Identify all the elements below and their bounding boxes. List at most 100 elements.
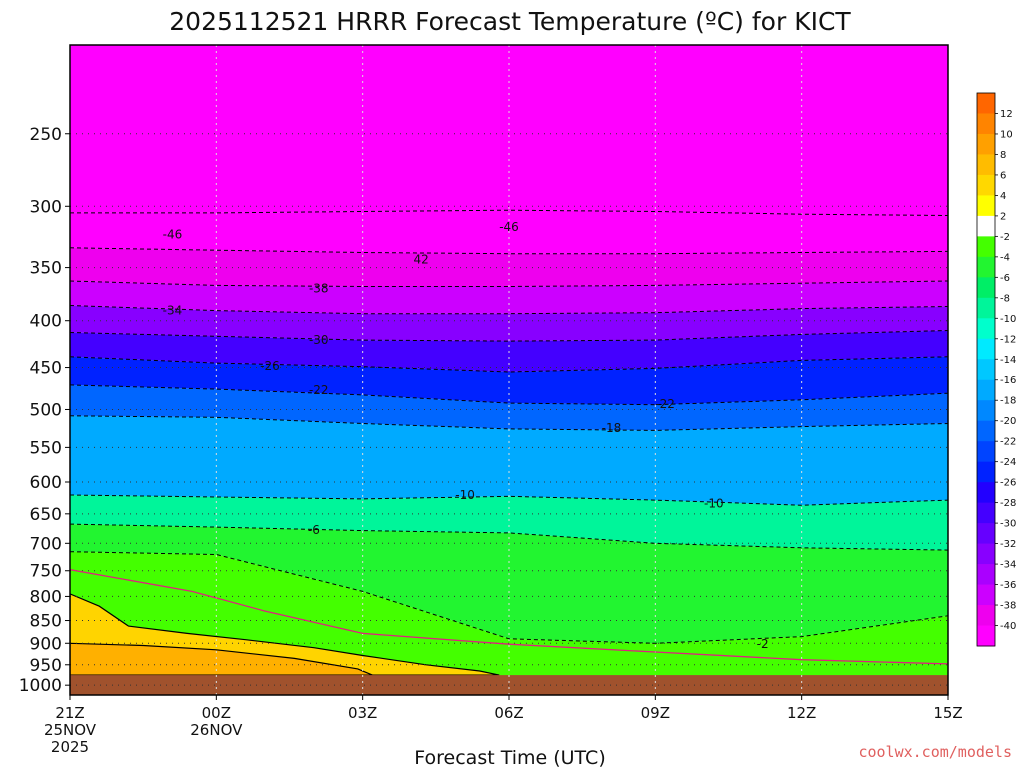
isotherm-line: [70, 209, 948, 216]
x-tick-label: 12Z: [787, 704, 816, 722]
color-scale-label: -38: [1000, 601, 1016, 612]
color-scale-swatch: [977, 441, 995, 463]
color-scale-swatch: [977, 420, 995, 442]
contour-label: -34: [163, 304, 183, 318]
isotherm-line: [70, 415, 948, 431]
color-scale-swatch: [977, 133, 995, 155]
x-tick-label: 03Z: [348, 704, 377, 722]
y-tick-label: 900: [30, 634, 62, 654]
isotherm-line: [70, 494, 948, 506]
y-tick-label: 800: [30, 587, 62, 607]
temperature-band: [70, 384, 948, 431]
y-tick-label: 650: [30, 505, 62, 525]
x-tick-year: 2025: [51, 738, 89, 756]
contour-label: -18: [602, 421, 622, 435]
x-tick-date: 26NOV: [190, 721, 243, 739]
isotherm-line: [70, 330, 948, 342]
y-axis: 2503003504004505005506006507007508008509…: [19, 125, 70, 696]
color-scale-label: 6: [1000, 170, 1006, 181]
contour-label: -2: [757, 637, 769, 651]
x-tick-label: 21Z: [55, 704, 84, 722]
y-tick-label: 550: [30, 438, 62, 458]
temperature-band: [70, 356, 948, 405]
contour-label: -6: [308, 523, 320, 537]
color-scale-swatch: [977, 338, 995, 360]
color-scale-label: -36: [1000, 580, 1016, 591]
contour-label: -46: [163, 227, 183, 241]
contour-label: -26: [260, 359, 280, 373]
color-scale-swatch: [977, 256, 995, 278]
warm-layer: [70, 593, 500, 676]
y-tick-label: 300: [30, 197, 62, 217]
color-scale-label: 2: [1000, 211, 1006, 222]
color-scale-label: -30: [1000, 519, 1016, 530]
chart-title: 2025112521 HRRR Forecast Temperature (ºC…: [169, 7, 851, 36]
isotherm-contours: [70, 209, 948, 665]
y-tick-label: 1000: [19, 676, 62, 696]
color-scale-swatch: [977, 93, 995, 114]
y-tick-label: 600: [30, 473, 62, 493]
y-tick-label: 250: [30, 125, 62, 145]
color-scale-label: 4: [1000, 191, 1006, 202]
x-tick-label: 06Z: [494, 704, 523, 722]
credit-link[interactable]: coolwx.com/models: [858, 743, 1012, 761]
color-scale-label: -24: [1000, 457, 1016, 468]
contour-label: 42: [414, 253, 429, 267]
color-scale-swatch: [977, 400, 995, 422]
isotherm-line: [70, 305, 948, 315]
y-tick-label: 850: [30, 612, 62, 632]
color-scale-swatch: [977, 605, 995, 627]
color-scale-swatch: [977, 113, 995, 135]
contour-labels: -46 -46 42 -38 -34 -30 -26 -22 -22 -18 -10 -10 -6 -2: [163, 220, 769, 651]
color-scale-label: -10: [1000, 314, 1016, 325]
color-scale-frame: [976, 92, 996, 647]
color-scale-label: -18: [1000, 396, 1016, 407]
color-scale-label: -6: [1000, 273, 1010, 284]
color-scale-label: -2: [1000, 232, 1010, 243]
isotherm-line: [70, 247, 948, 255]
color-scale-legend: 12 10 8 6 4 2 -2 -4 -6 -8 -10 -12 -14 -16 -18 -20 -22 -24…: [976, 92, 1016, 647]
contour-label: -10: [704, 496, 724, 510]
color-scale-swatch: [977, 195, 995, 217]
color-scale-swatch: [977, 318, 995, 340]
contour-label: -30: [309, 333, 329, 347]
color-scale-swatch: [977, 379, 995, 401]
x-axis-label: Forecast Time (UTC): [414, 747, 605, 768]
y-tick-label: 500: [30, 400, 62, 420]
y-tick-label: 350: [30, 259, 62, 279]
color-scale-label: -32: [1000, 539, 1016, 550]
color-scale-swatch: [977, 564, 995, 586]
color-scale-swatch: [977, 625, 995, 647]
y-tick-label: 950: [30, 656, 62, 676]
color-scale-swatch: [977, 174, 995, 196]
contour-label: -22: [655, 397, 675, 411]
x-tick-label: 00Z: [202, 704, 231, 722]
grid-lines: [70, 45, 948, 695]
warm-core-area: [70, 642, 373, 676]
color-scale-label: -16: [1000, 375, 1016, 386]
color-scale-label: 12: [1000, 109, 1013, 120]
color-scale-label: -40: [1000, 621, 1016, 632]
x-tick-label: 09Z: [641, 704, 670, 722]
color-scale-label: 8: [1000, 150, 1006, 161]
color-scale-label: -34: [1000, 560, 1016, 571]
color-scale-label: -20: [1000, 416, 1016, 427]
x-tick-label: 15Z: [933, 704, 962, 722]
contour-label: -46: [499, 220, 519, 234]
color-scale-label: -14: [1000, 355, 1016, 366]
color-scale-label: -22: [1000, 437, 1016, 448]
x-tick-date: 25NOV: [44, 721, 97, 739]
color-scale-swatch: [977, 277, 995, 299]
temperature-band: [70, 305, 948, 342]
color-scale-label: -28: [1000, 498, 1016, 509]
y-tick-label: 450: [30, 359, 62, 379]
color-scale-swatch: [977, 543, 995, 565]
contour-label: -10: [455, 488, 475, 502]
color-scale-swatch: [977, 297, 995, 319]
y-tick-label: 700: [30, 534, 62, 554]
freezing-line: [70, 569, 948, 665]
y-tick-label: 750: [30, 562, 62, 582]
plot-area: [70, 45, 948, 695]
